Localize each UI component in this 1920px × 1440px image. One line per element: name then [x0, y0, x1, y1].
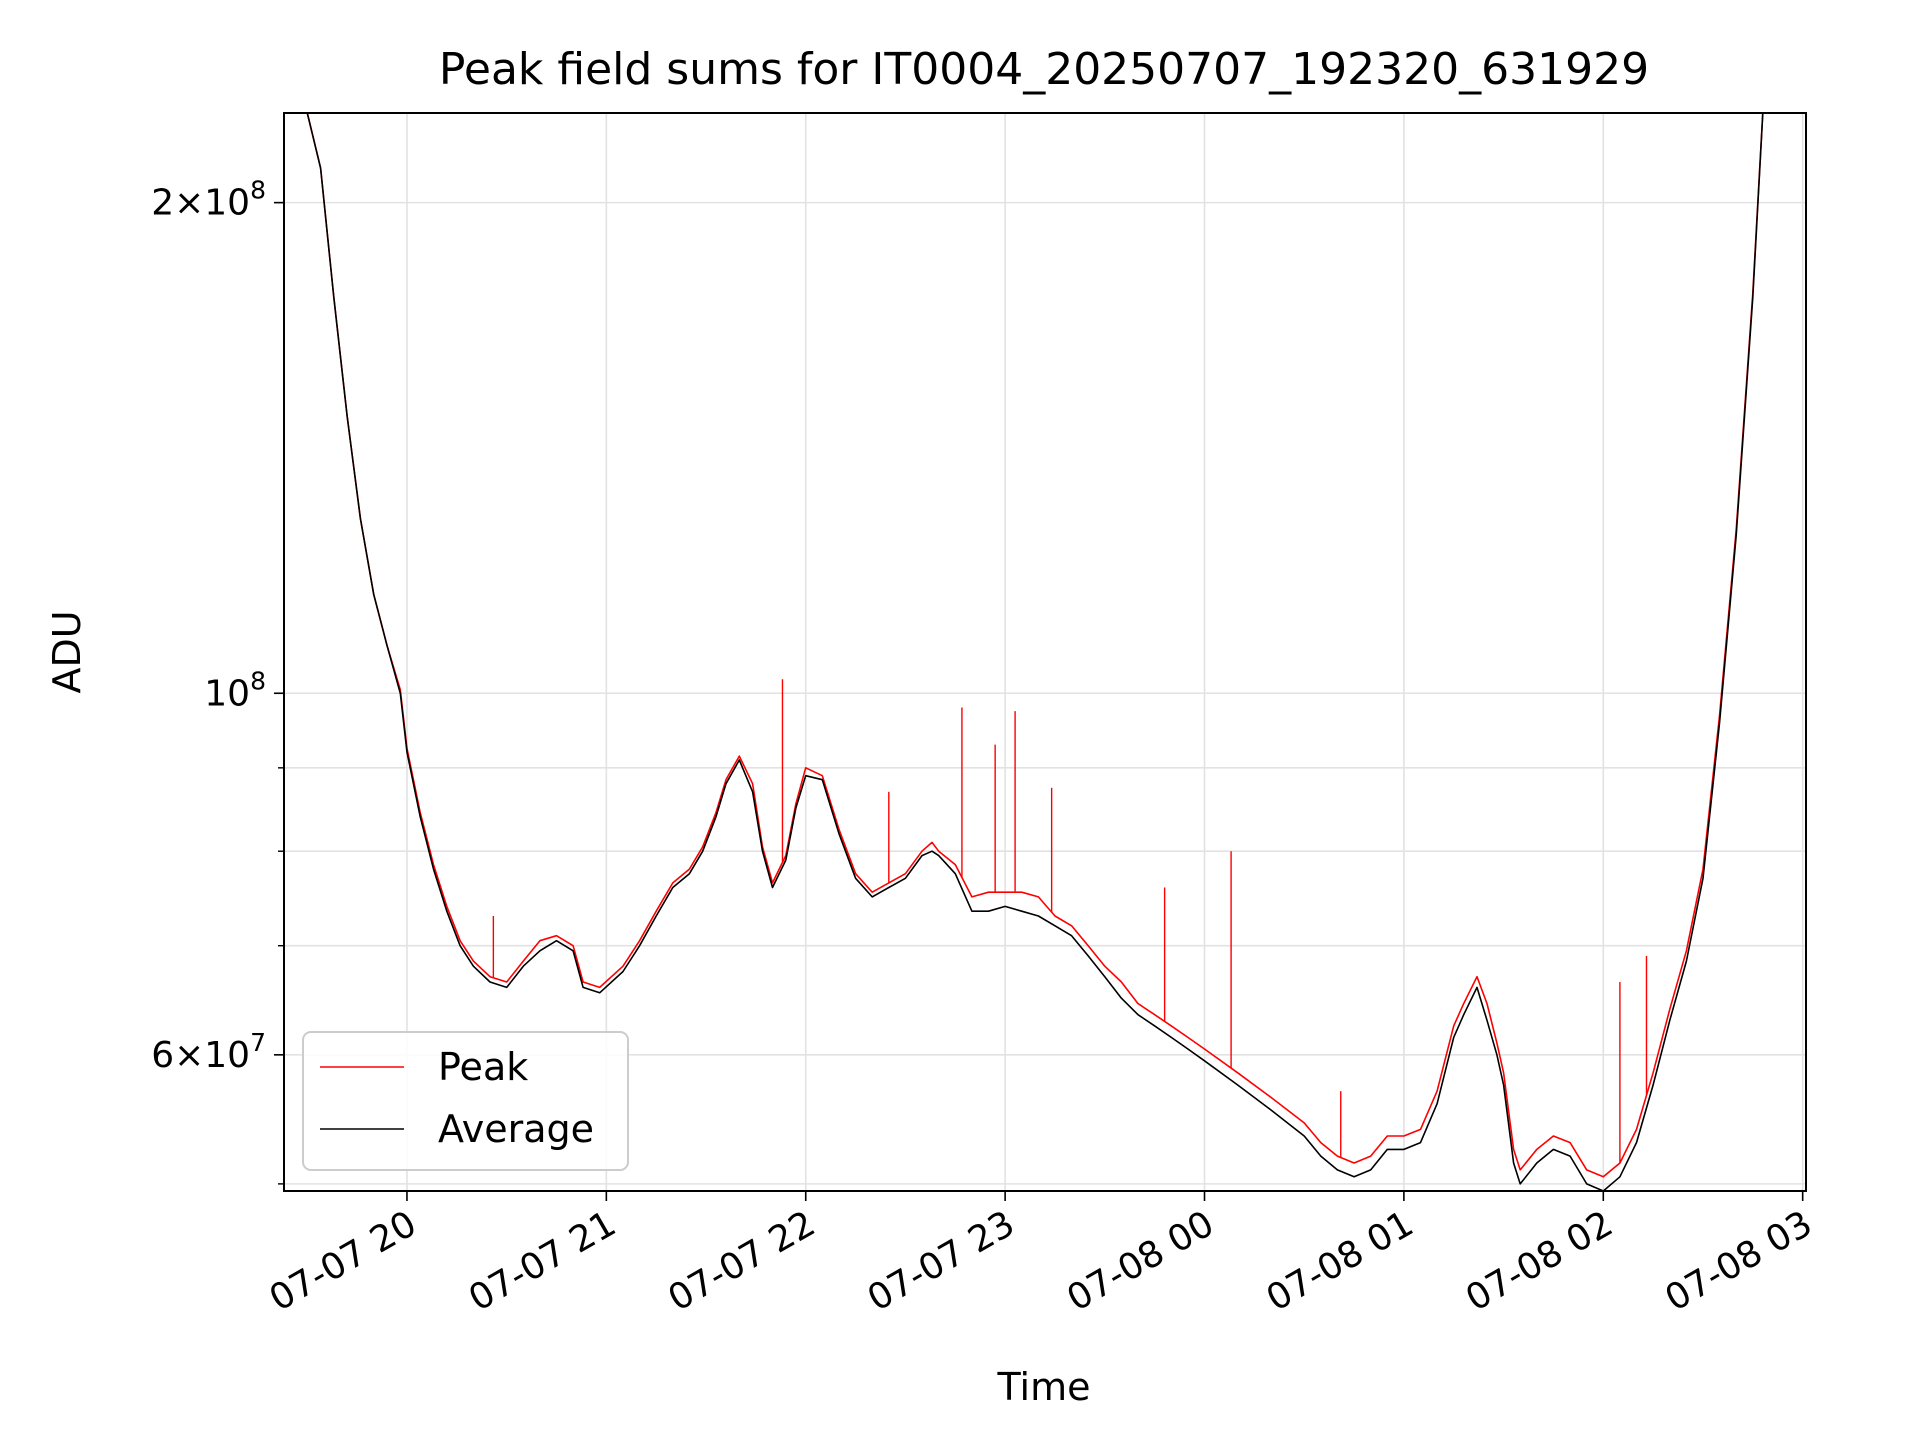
- series-line-peak: [284, 113, 1806, 1178]
- chart-title: Peak field sums for IT0004_20250707_1923…: [439, 44, 1649, 95]
- legend-average-label: Average: [438, 1107, 594, 1151]
- plot-frame: [283, 112, 1807, 1192]
- y-tick-label: 108: [204, 666, 266, 714]
- plot-area: [284, 113, 1806, 1191]
- series-line-average: [284, 113, 1806, 1191]
- x-axis-label: Time: [997, 1365, 1091, 1409]
- y-axis-label: ADU: [45, 610, 89, 693]
- y-tick-label: 6×107: [151, 1028, 266, 1076]
- legend: Peak Average: [302, 1031, 629, 1171]
- legend-peak-label: Peak: [438, 1045, 528, 1089]
- y-tick-label: 2×108: [151, 176, 266, 224]
